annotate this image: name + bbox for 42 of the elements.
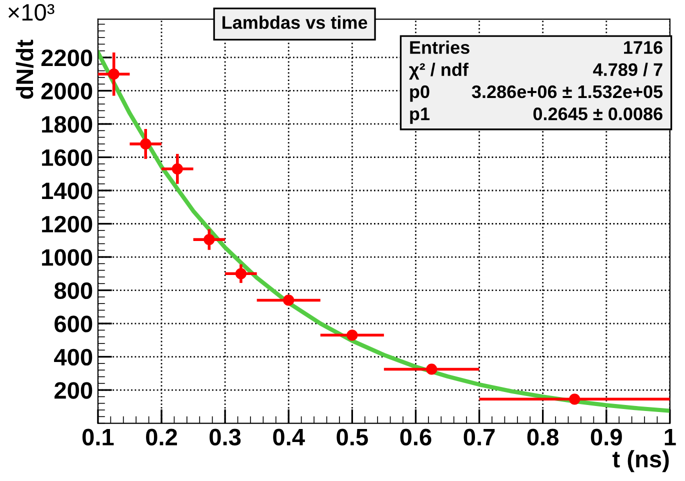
y-tick-label: 1400 [42,182,92,200]
point [108,68,120,80]
point [569,394,580,405]
annotation: p1 [410,108,430,124]
x-axis-title: t (ns) [612,450,669,472]
point [283,294,294,306]
x-tick-label: 0.2 [146,428,177,446]
point [140,138,152,150]
y-axis-title: dN/dt [16,40,34,99]
x-tick-label: 0.5 [336,428,368,446]
x-tick-label: 0.8 [527,428,559,446]
annotation: p0 [410,85,430,102]
annotation: 3.286e+06 ± 1.532e+05 [472,85,663,98]
annotation: 1716 [624,41,662,54]
x-tick-label: 0.4 [273,428,305,446]
y-tick-label: 600 [54,316,92,332]
point [346,330,358,341]
y-tick-label: 1200 [42,216,92,233]
y-tick-label: 2000 [41,82,92,100]
point [204,234,215,246]
y-tick-label: 2200 [41,50,92,66]
annotation: 0.2645 ± 0.0086 [533,108,662,120]
y-tick-label: 200 [54,382,92,399]
annotation: Entries [410,40,470,54]
text: ×10³ [8,4,54,21]
x-tick-label: 0.9 [590,428,622,446]
y-tick-label: 400 [54,348,92,366]
y-tick-label: 1800 [42,116,92,133]
y-tick-label: 800 [54,282,92,300]
point [172,163,183,174]
point [426,364,438,375]
x-tick-label: 0.6 [400,428,432,446]
annotation: χ² / ndf [409,62,469,80]
x-tick-label: 0.7 [464,428,495,446]
chart-title: Lambdas vs time [222,16,368,29]
y-tick-label: 1000 [42,249,92,266]
point [235,268,247,280]
x-tick-label: 0.3 [210,428,241,446]
annotation: 4.789 / 7 [593,62,662,76]
x-tick-label: 1 [664,429,676,446]
y-tick-label: 1600 [42,149,92,166]
x-tick-label: 0.1 [82,428,114,446]
